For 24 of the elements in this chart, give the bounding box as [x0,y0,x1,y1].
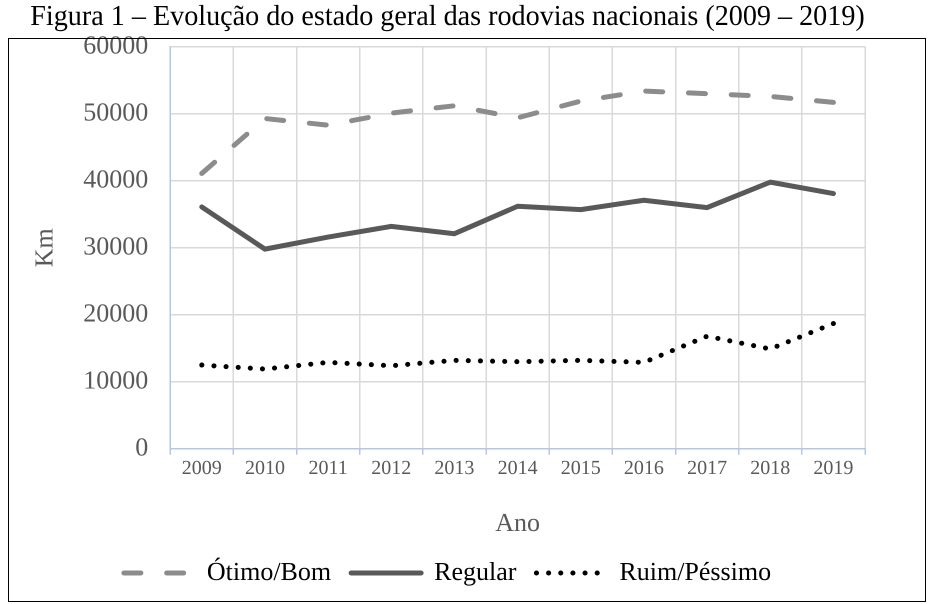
y-axis-title: Km [29,228,58,268]
legend-label: Ruim/Péssimo [619,556,772,586]
legend-label: Regular [434,556,517,586]
legend-label: Ótimo/Bom [206,556,332,586]
y-tick-label: 10000 [83,366,148,395]
y-tick-label: 40000 [83,164,148,194]
x-tick-label: 2012 [371,457,412,480]
chart-title: Figura 1 – Evolução do estado geral das rodovias nacionais (2009 – 2019) [30,0,865,32]
x-tick-label: 2017 [687,457,728,480]
x-tick-label: 2009 [182,457,222,480]
y-tick-label: 0 [135,432,148,462]
y-tick-label: 60000 [83,30,148,60]
x-tick-label: 2015 [560,457,601,480]
x-tick-label: 2016 [624,457,664,480]
x-axis-title: Ano [495,508,540,538]
x-tick-label: 2011 [308,457,348,480]
x-tick-label: 2019 [813,457,854,480]
x-tick-label: 2010 [244,457,285,480]
x-tick-label: 2013 [434,457,474,480]
y-tick-label: 50000 [83,98,148,127]
y-tick-label: 20000 [83,298,148,328]
x-tick-label: 2014 [498,457,538,480]
y-tick-label: 30000 [83,232,148,261]
x-tick-label: 2018 [750,457,790,480]
